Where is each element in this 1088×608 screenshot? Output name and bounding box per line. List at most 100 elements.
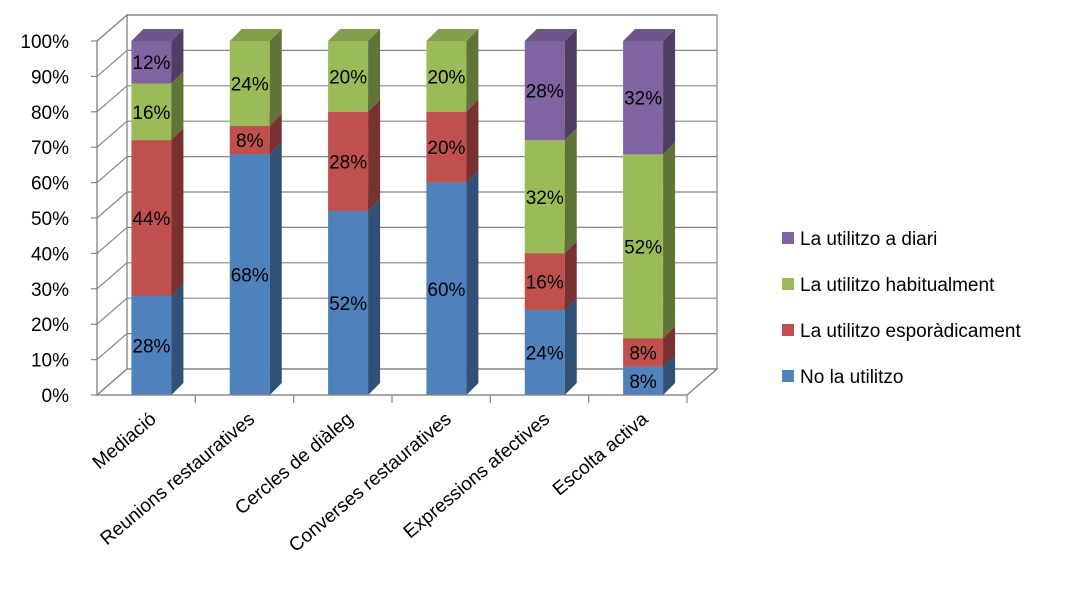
bar-top [131, 29, 184, 41]
bar-front [328, 210, 369, 395]
gridline-side [96, 262, 128, 290]
bar-side [466, 29, 479, 112]
bar-segment: 60% [426, 170, 479, 395]
data-label: 12% [132, 53, 170, 74]
legend: La utilitzo a diari La utilitzo habitualm… [782, 229, 1021, 388]
legend-label: No la utilitzo [800, 367, 904, 388]
bar-segment: 28% [131, 283, 184, 395]
legend-item: La utilitzo a diari [782, 229, 937, 250]
y-tick-label: 60% [31, 174, 69, 195]
bar-front [328, 41, 369, 112]
gridline-side [96, 120, 128, 148]
data-label: 32% [526, 188, 564, 209]
bar-side [171, 283, 184, 395]
data-label: 16% [526, 273, 564, 294]
bar-side [171, 71, 184, 141]
bar-side [368, 99, 381, 211]
x-axis-depth [686, 368, 718, 396]
bar-segment: 28% [524, 29, 577, 141]
y-tick-label: 20% [31, 315, 69, 336]
bar-front [426, 111, 467, 183]
bar-side [368, 29, 381, 112]
bar-segment: 68% [229, 142, 282, 395]
bars: 28% 44% 16% 12% 68% 8% 24% 52% 28% 20% 60% 20% 20% 24… [131, 29, 676, 395]
data-label: 16% [132, 103, 170, 124]
data-label: 28% [329, 152, 367, 173]
bar-side [466, 170, 479, 395]
x-tick-label: Mediació [89, 409, 161, 474]
bar-front [131, 140, 172, 296]
y-tick-label: 50% [31, 209, 69, 230]
bar-side [564, 298, 577, 395]
bar-front [623, 41, 664, 155]
gridline-side [96, 49, 128, 77]
bar-side [564, 241, 577, 311]
gridline-side [96, 14, 128, 42]
bar-side [564, 128, 577, 254]
x-tick-label: Converses restauratives [285, 409, 455, 557]
y-tick-label: 90% [31, 67, 69, 88]
x-tick-label: Escolta activa [549, 408, 653, 500]
bar-segment: 44% [131, 128, 184, 296]
bar-side [269, 113, 282, 155]
bar-front [524, 41, 565, 141]
gridline-side [96, 226, 128, 254]
bar-top [426, 29, 479, 41]
bar-side [663, 326, 676, 367]
bar-side [663, 29, 676, 155]
legend-swatch [782, 370, 794, 382]
y-tick-label: 10% [31, 351, 69, 372]
bar-top [524, 29, 577, 41]
data-label: 24% [526, 344, 564, 365]
bar-front [426, 41, 467, 112]
bar-front [623, 366, 664, 395]
data-label: 28% [132, 336, 170, 357]
legend-item: La utilitzo habitualment [782, 275, 995, 296]
bar-side [564, 29, 577, 141]
legend-label: La utilitzo esporàdicament [800, 321, 1021, 342]
bar-side [663, 142, 676, 339]
data-label: 32% [624, 89, 662, 110]
bar-side [269, 142, 282, 395]
bar-segment: 24% [229, 29, 282, 126]
bar-side [171, 29, 184, 84]
bar-segment: 52% [328, 198, 381, 395]
bar-side [663, 354, 676, 395]
data-label: 8% [629, 344, 657, 365]
y-tick-label: 40% [31, 244, 69, 265]
bar-side [466, 99, 479, 183]
data-label: 44% [132, 209, 170, 230]
bar-front [623, 154, 664, 339]
y-tick-label: 0% [42, 386, 70, 407]
y-tick-label: 80% [31, 103, 69, 124]
bar-front [524, 140, 565, 254]
legend-label: La utilitzo a diari [800, 229, 937, 250]
data-label: 8% [629, 372, 657, 393]
gridline-side [96, 297, 128, 325]
bar-segment: 20% [328, 29, 381, 112]
data-label: 24% [231, 74, 269, 95]
legend-swatch [782, 278, 794, 290]
data-label: 8% [236, 131, 264, 152]
data-label: 52% [624, 237, 662, 258]
bar-top [229, 29, 282, 41]
legend-item: La utilitzo esporàdicament [782, 321, 1021, 342]
bar-segment: 32% [623, 29, 676, 155]
bar-side [368, 198, 381, 395]
bar-segment: 20% [426, 29, 479, 112]
bar-front [131, 41, 172, 84]
bar-top [623, 29, 676, 41]
data-label: 20% [329, 67, 367, 88]
bar-front [229, 154, 270, 395]
bar-segment: 20% [426, 99, 479, 183]
bar-front [131, 83, 172, 141]
bar-front [229, 41, 270, 126]
data-label: 60% [427, 280, 465, 301]
bar-segment: 28% [328, 99, 381, 211]
bar-front [131, 295, 172, 395]
gridlines [96, 14, 717, 396]
y-tick-label: 70% [31, 138, 69, 159]
legend-swatch [782, 324, 794, 336]
